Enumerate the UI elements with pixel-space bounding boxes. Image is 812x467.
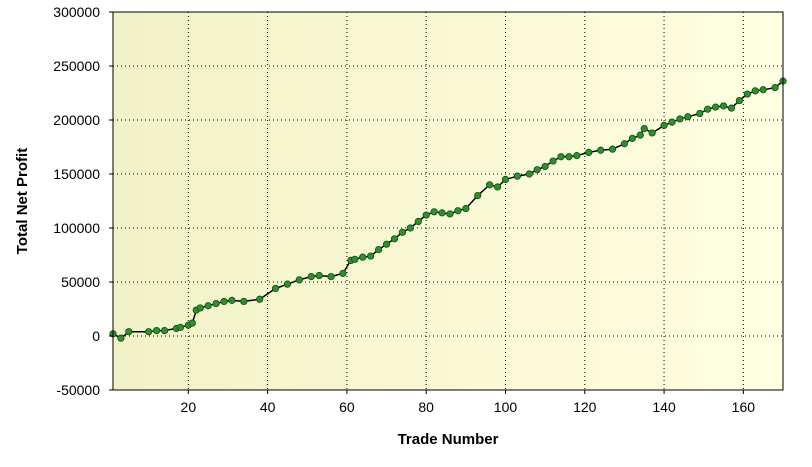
trade-point xyxy=(474,192,482,200)
trade-point xyxy=(256,295,264,303)
trade-point xyxy=(751,87,759,95)
trade-point xyxy=(117,334,125,342)
trade-point xyxy=(533,166,541,174)
trade-point xyxy=(228,296,236,304)
trade-point xyxy=(628,134,636,142)
plot-border xyxy=(112,11,784,391)
x-axis-title: Trade Number xyxy=(398,431,499,448)
trade-point xyxy=(212,299,220,308)
trade-point xyxy=(743,90,751,98)
trade-point xyxy=(585,148,593,156)
y-tick-label: 200000 xyxy=(53,112,100,128)
trade-point xyxy=(153,326,161,335)
trade-point xyxy=(307,272,315,281)
trade-point xyxy=(414,217,422,226)
trade-point xyxy=(188,319,196,327)
trade-point xyxy=(359,253,367,261)
trade-point xyxy=(176,323,184,331)
trade-point xyxy=(196,304,204,312)
x-tick-label: 20 xyxy=(181,399,197,415)
equity-line xyxy=(112,80,784,339)
trade-point xyxy=(204,302,212,310)
x-tick-label: 120 xyxy=(573,399,597,415)
trade-point xyxy=(271,284,280,293)
trade-point xyxy=(565,153,573,161)
trade-point xyxy=(327,272,335,281)
trade-point xyxy=(145,328,153,336)
trade-point xyxy=(719,102,728,110)
trade-point xyxy=(454,207,462,215)
trade-point xyxy=(759,86,767,94)
trade-point xyxy=(446,210,454,218)
x-tick-label: 160 xyxy=(732,399,756,415)
trade-point xyxy=(398,228,407,236)
y-tick-label: 300000 xyxy=(53,4,100,20)
trade-point xyxy=(608,145,617,153)
y-tick-label: 250000 xyxy=(53,58,100,74)
trade-point xyxy=(367,252,375,260)
trade-point xyxy=(771,84,779,92)
x-tick-label: 40 xyxy=(260,399,276,415)
trade-point xyxy=(727,104,736,112)
trade-point xyxy=(438,209,446,217)
trade-point xyxy=(668,118,676,126)
trade-points-layer xyxy=(109,77,787,342)
plot-background xyxy=(113,12,783,390)
trade-point xyxy=(735,96,743,105)
trade-point xyxy=(525,170,533,178)
trade-point xyxy=(220,297,228,306)
trade-point xyxy=(696,109,704,118)
trade-point xyxy=(462,204,470,213)
trade-point xyxy=(620,140,629,148)
trade-point xyxy=(501,175,510,183)
trade-point xyxy=(390,235,399,243)
trade-point xyxy=(406,224,414,232)
trade-point xyxy=(676,115,684,123)
trade-point xyxy=(557,153,565,161)
y-tick-label: 50000 xyxy=(61,274,100,290)
trade-point xyxy=(295,276,303,284)
trade-point xyxy=(636,131,644,139)
y-tick-label: 0 xyxy=(92,328,100,344)
trade-point xyxy=(382,240,391,248)
y-axis-ticks: -50000 0 50000 100000 150000 200000 250000 3000… xyxy=(53,4,113,398)
y-axis-title: Total Net Profit xyxy=(14,148,31,254)
trade-point xyxy=(549,157,557,165)
trade-point xyxy=(339,269,347,277)
trade-point xyxy=(486,181,494,189)
trade-point xyxy=(660,121,668,130)
equity-line-layer xyxy=(112,80,784,339)
trade-point xyxy=(351,255,359,263)
trade-point xyxy=(541,162,549,171)
y-tick-label: -50000 xyxy=(56,382,100,398)
x-tick-label: 60 xyxy=(339,399,355,415)
trade-point xyxy=(160,326,169,335)
x-tick-label: 100 xyxy=(494,399,518,415)
trade-point xyxy=(283,280,292,288)
trade-point xyxy=(640,125,648,133)
trade-point xyxy=(684,113,692,121)
trade-point xyxy=(125,328,133,336)
trade-point xyxy=(597,146,605,154)
x-tick-label: 140 xyxy=(652,399,676,415)
trade-point xyxy=(430,208,438,216)
trade-point xyxy=(513,172,521,180)
trade-point xyxy=(315,271,323,280)
trade-point xyxy=(648,129,656,137)
y-tick-label: 100000 xyxy=(53,220,100,236)
trade-point xyxy=(493,183,502,191)
trade-point xyxy=(573,152,581,160)
trade-point xyxy=(712,103,720,111)
x-axis-ticks: 20 40 60 80 100 120 140 160 xyxy=(181,390,756,415)
y-tick-label: 150000 xyxy=(53,166,100,182)
trade-point xyxy=(422,211,430,219)
trade-point xyxy=(240,297,248,306)
trade-point xyxy=(704,105,712,113)
trade-point xyxy=(375,246,383,254)
x-tick-label: 80 xyxy=(418,399,434,415)
